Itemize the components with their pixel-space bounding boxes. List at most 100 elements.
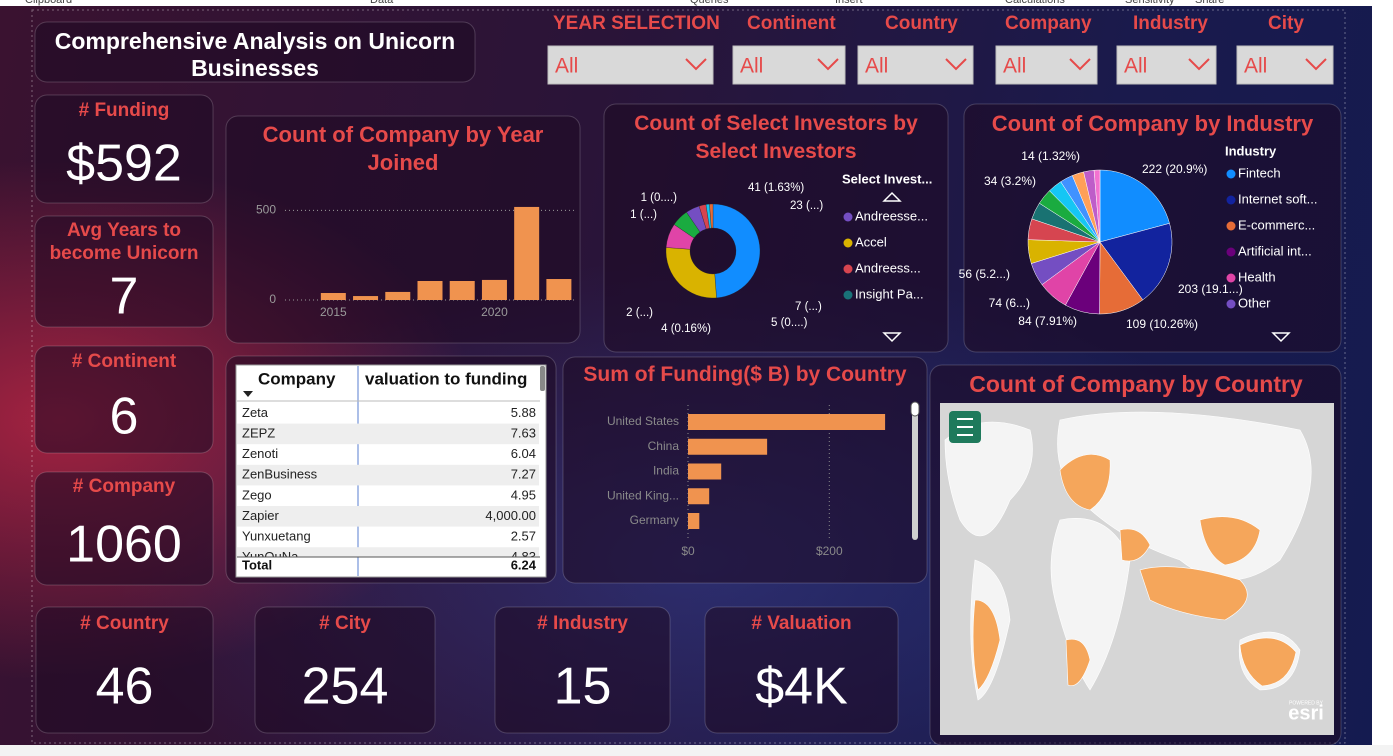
- panel: [562, 356, 928, 584]
- kpi-value: $4K: [755, 658, 848, 716]
- bar: [688, 463, 722, 480]
- filter-label: Country: [885, 13, 958, 34]
- map-region: [1059, 454, 1111, 511]
- cell: 5.88: [511, 405, 536, 420]
- dropdown[interactable]: [732, 45, 846, 85]
- dashboard-title: Comprehensive Analysis on Unicorn Busine…: [54, 28, 456, 81]
- y-tick-label: China: [648, 439, 680, 453]
- ribbon-label: Calculations: [1005, 0, 1065, 6]
- chart-title: Count of Select Investors by Select Inve…: [634, 112, 918, 163]
- legend-label: Artificial int...: [1238, 243, 1312, 258]
- dropdown-value: All: [740, 55, 763, 78]
- legend-marker: [843, 238, 853, 248]
- legend-label: Health: [1238, 269, 1276, 284]
- legend-marker: [1226, 221, 1236, 231]
- dropdown-chevron: [1188, 58, 1210, 71]
- bar: [417, 280, 443, 300]
- dropdown[interactable]: [857, 45, 974, 85]
- bar: [688, 438, 768, 455]
- dropdown[interactable]: [995, 45, 1098, 85]
- cell: 4.95: [511, 487, 536, 502]
- map-region: [1239, 637, 1297, 687]
- cell: 7.27: [511, 467, 536, 482]
- data-label: 2 (...): [626, 307, 653, 319]
- data-label: 34 (3.2%): [984, 174, 1036, 188]
- cell: Zeta: [242, 405, 269, 420]
- legend-marker: [1226, 273, 1236, 283]
- cell: 4,000.00: [485, 508, 536, 523]
- kpi-value: 1060: [66, 516, 182, 574]
- cell: Zenoti: [242, 446, 278, 461]
- data-label: 23 (...): [790, 200, 823, 212]
- legend-marker: [1226, 195, 1236, 205]
- y-tick-label: 500: [256, 203, 276, 217]
- panel: [494, 606, 671, 734]
- cell: Zego: [242, 487, 272, 502]
- kpi-value: 254: [302, 658, 389, 716]
- chart-title: Count of Company by Industry: [991, 111, 1314, 136]
- y-tick-label: United King...: [607, 488, 679, 502]
- cell: Zapier: [242, 508, 280, 523]
- cell: Yunxuetang: [242, 529, 311, 544]
- canvas-border: [31, 9, 1346, 744]
- filter-label: YEAR SELECTION: [553, 13, 720, 34]
- map-title: Count of Company by Country: [969, 371, 1303, 397]
- dropdown[interactable]: [1116, 45, 1217, 85]
- kpi-value: 6: [110, 388, 139, 446]
- data-label: 222 (20.9%): [1142, 162, 1207, 176]
- bar: [546, 279, 572, 300]
- side-strip: [1372, 0, 1393, 756]
- kpi-value: $592: [66, 135, 182, 193]
- kpi-value: 15: [554, 658, 612, 716]
- row-band: [237, 423, 539, 445]
- scroll-thumb: [910, 401, 920, 417]
- bar: [353, 296, 379, 300]
- data-label: 5 (0....): [771, 317, 808, 329]
- y-tick-label: Germany: [630, 513, 679, 527]
- kpi-label: # City: [319, 613, 371, 634]
- map-credit: POWERED BY: [1289, 700, 1324, 706]
- y-tick-label: 0: [269, 292, 276, 306]
- bottom-strip: [0, 745, 1393, 756]
- legend-marker: [1226, 299, 1236, 309]
- table-body: Zeta 5.88 ZEPZ 7.63 Zenoti 6.04 ZenBusiness 7.2…: [237, 405, 539, 564]
- pie-slice: [1093, 169, 1101, 243]
- panel: [254, 606, 436, 734]
- dropdown[interactable]: [1236, 45, 1334, 85]
- data-label: 4 (0.16%): [661, 323, 711, 335]
- row-band: [237, 464, 539, 486]
- x-tick-label: $200: [816, 544, 843, 558]
- dropdown[interactable]: [547, 45, 714, 85]
- x-tick-label: 2015: [320, 305, 347, 319]
- cell: YunQuNa: [242, 549, 299, 564]
- donut-slice: [712, 203, 761, 299]
- legend-label: Insight Pa...: [855, 286, 924, 301]
- kpi-label: # Funding: [78, 100, 170, 121]
- ribbon-label: Clipboard: [25, 0, 72, 6]
- map-region: [1119, 528, 1151, 562]
- filter-label: Company: [1005, 13, 1092, 34]
- cell: ZenBusiness: [242, 467, 318, 482]
- bar: [688, 513, 700, 529]
- ribbon-label: Sensitivity: [1125, 0, 1175, 6]
- legend-label: Accel: [855, 234, 887, 249]
- legend-up: [882, 191, 902, 202]
- total-cell: 6.24: [511, 557, 537, 572]
- panel: [704, 606, 899, 734]
- cell: 2.57: [511, 529, 536, 544]
- cell: 4.83: [511, 549, 536, 564]
- ribbon-label: Share: [1195, 0, 1224, 6]
- filter-label: Industry: [1133, 13, 1208, 34]
- legend-down: [882, 332, 902, 343]
- column-header: Company: [258, 369, 336, 388]
- column-header: valuation to funding: [365, 369, 527, 388]
- panel: [34, 471, 214, 586]
- ribbon-label: Queries: [690, 0, 729, 6]
- pie-slice: [1099, 169, 1170, 243]
- dropdown-value: All: [1244, 55, 1267, 78]
- dropdown-chevron: [685, 58, 707, 71]
- map-region: [944, 421, 1033, 537]
- legend-label: Andreesse...: [855, 208, 928, 223]
- legend-marker: [1226, 247, 1236, 257]
- data-label: 41 (1.63%): [748, 182, 804, 194]
